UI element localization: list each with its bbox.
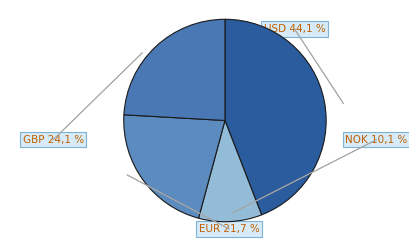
Wedge shape: [124, 115, 225, 218]
Wedge shape: [124, 19, 225, 120]
Wedge shape: [198, 120, 262, 222]
Text: NOK 10,1 %: NOK 10,1 %: [345, 135, 407, 145]
Wedge shape: [225, 19, 326, 215]
Text: EUR 21,7 %: EUR 21,7 %: [199, 224, 259, 234]
Text: GBP 24,1 %: GBP 24,1 %: [22, 135, 84, 145]
Text: USD 44,1 %: USD 44,1 %: [264, 24, 325, 34]
